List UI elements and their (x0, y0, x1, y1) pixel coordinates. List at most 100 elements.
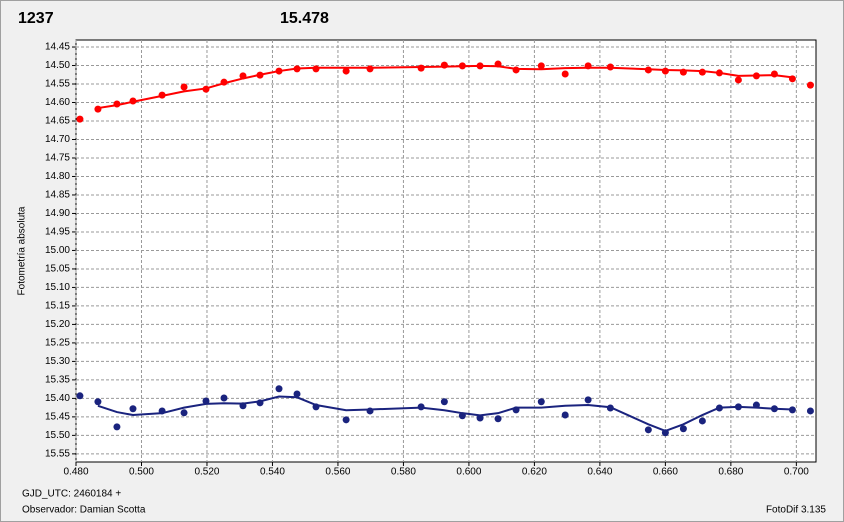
data-point (180, 83, 188, 91)
data-point (417, 64, 425, 72)
y-tick-label: 15.20 (45, 319, 70, 330)
data-point (537, 62, 545, 70)
data-point (293, 390, 301, 398)
y-tick-label: 15.40 (45, 393, 70, 404)
y-tick-label: 15.30 (45, 356, 70, 367)
x-tick-label: 0.560 (325, 467, 350, 478)
data-point (76, 115, 84, 123)
data-point (734, 76, 742, 84)
data-point (239, 72, 247, 80)
y-tick-label: 15.15 (45, 301, 70, 312)
x-tick-label: 0.600 (456, 467, 481, 478)
data-point (561, 70, 569, 78)
data-point (788, 75, 796, 83)
data-point (76, 392, 84, 400)
data-point (752, 72, 760, 80)
data-point (417, 403, 425, 411)
data-point (752, 401, 760, 409)
x-tick-label: 0.660 (653, 467, 678, 478)
y-tick-label: 14.90 (45, 208, 70, 219)
data-point (293, 65, 301, 73)
data-point (220, 394, 228, 402)
data-point (256, 399, 264, 407)
y-tick-label: 14.75 (45, 153, 70, 164)
y-tick-label: 14.85 (45, 190, 70, 201)
data-point (770, 70, 778, 78)
data-point (698, 417, 706, 425)
y-tick-label: 14.60 (45, 97, 70, 108)
data-point (679, 68, 687, 76)
data-point (158, 91, 166, 99)
data-point (275, 67, 283, 75)
x-tick-label: 0.700 (784, 467, 809, 478)
y-tick-label: 15.35 (45, 375, 70, 386)
data-point (220, 78, 228, 86)
plot-area (75, 39, 817, 463)
data-point (113, 423, 121, 431)
y-tick-label: 14.65 (45, 116, 70, 127)
data-point (440, 398, 448, 406)
y-tick-label: 15.00 (45, 245, 70, 256)
data-point (239, 402, 247, 410)
data-point (584, 396, 592, 404)
data-point (94, 398, 102, 406)
data-point (806, 81, 814, 89)
data-point (129, 97, 137, 105)
x-tick-label: 0.480 (63, 467, 88, 478)
data-point (312, 65, 320, 73)
y-tick-label: 14.45 (45, 42, 70, 53)
data-point (256, 71, 264, 79)
data-point (512, 66, 520, 74)
y-tick-label: 14.55 (45, 79, 70, 90)
data-point (715, 69, 723, 77)
data-point (202, 85, 210, 93)
y-tick-label: 14.80 (45, 171, 70, 182)
data-point (537, 398, 545, 406)
y-tick-label: 14.95 (45, 227, 70, 238)
x-tick-label: 0.520 (194, 467, 219, 478)
data-point (476, 414, 484, 422)
data-point (788, 406, 796, 414)
x-tick-label: 0.580 (391, 467, 416, 478)
data-point (734, 403, 742, 411)
data-point (494, 60, 502, 68)
footer-version: FotoDif 3.135 (766, 505, 826, 516)
data-point (275, 385, 283, 393)
data-point (661, 429, 669, 437)
x-tick-label: 0.640 (587, 467, 612, 478)
data-point (715, 404, 723, 412)
data-point (512, 406, 520, 414)
data-point (129, 405, 137, 413)
data-point (312, 403, 320, 411)
data-point (458, 62, 466, 70)
data-point (440, 61, 448, 69)
data-point (202, 397, 210, 405)
y-tick-label: 15.55 (45, 449, 70, 460)
data-point (366, 407, 374, 415)
data-point (94, 105, 102, 113)
data-point (180, 409, 188, 417)
data-point (770, 405, 778, 413)
x-tick-label: 0.680 (718, 467, 743, 478)
data-point (606, 63, 614, 71)
y-axis-label: Fotometría absoluta (17, 206, 28, 295)
data-point (476, 62, 484, 70)
header-left: 1237 (18, 10, 54, 27)
data-point (806, 407, 814, 415)
header-right: 15.478 (280, 10, 329, 27)
data-point (644, 426, 652, 434)
x-tick-label: 0.540 (260, 467, 285, 478)
x-tick-label: 0.500 (129, 467, 154, 478)
data-point (584, 62, 592, 70)
y-tick-label: 14.70 (45, 134, 70, 145)
data-point (561, 411, 569, 419)
data-point (366, 65, 374, 73)
data-point (661, 67, 669, 75)
footer-line: Observador: Damian Scotta (22, 505, 146, 516)
y-tick-label: 15.05 (45, 264, 70, 275)
y-tick-label: 15.50 (45, 430, 70, 441)
data-point (698, 68, 706, 76)
footer-line: GJD_UTC: 2460184 + (22, 489, 121, 500)
